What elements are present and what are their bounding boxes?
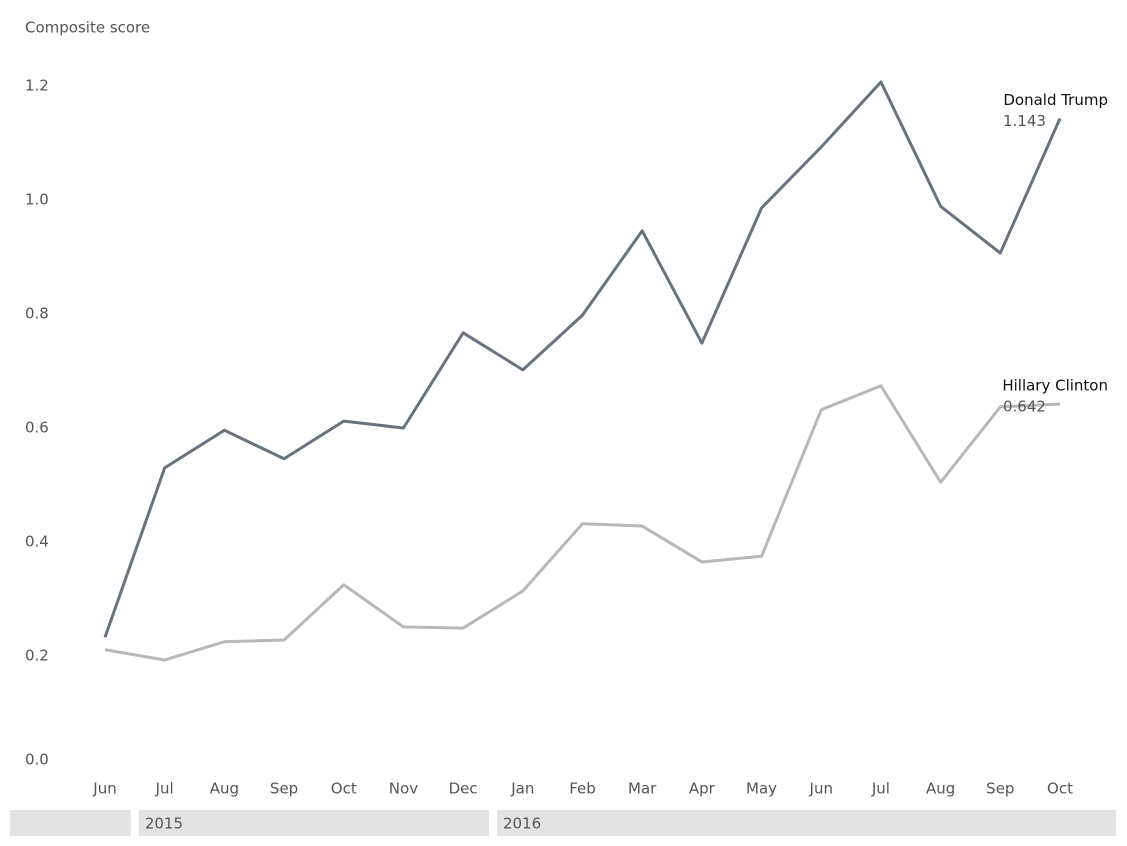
x-tick-label: Nov <box>389 780 418 798</box>
x-tick-label: Sep <box>986 780 1014 798</box>
x-tick-label: Oct <box>1047 780 1073 798</box>
end-value-label: 1.143 <box>1003 112 1046 130</box>
x-tick-label: Feb <box>569 780 596 798</box>
y-tick-label: 0.4 <box>25 533 49 551</box>
year-band <box>496 810 1116 836</box>
series-name: Hillary Clinton <box>1002 377 1108 395</box>
series-line <box>103 80 1062 638</box>
y-axis-title: Composite score <box>25 19 150 37</box>
x-tick-label: Mar <box>628 780 657 798</box>
y-tick-label: 0.6 <box>25 419 49 437</box>
x-tick-label: Jun <box>92 780 116 798</box>
x-tick-label: Jun <box>809 780 833 798</box>
y-tick-label: 1.0 <box>25 191 49 209</box>
y-tick-label: 0.8 <box>25 305 49 323</box>
year-label: 2015 <box>145 815 183 833</box>
x-tick-label: Dec <box>449 780 478 798</box>
x-tick-label: Apr <box>689 780 716 798</box>
y-tick-label: 0.2 <box>25 647 49 665</box>
x-tick-label: Jul <box>155 780 174 798</box>
x-tick-label: Jul <box>871 780 890 798</box>
x-tick-label: May <box>746 780 777 798</box>
x-tick-label: Oct <box>331 780 357 798</box>
x-tick-label: Aug <box>210 780 239 798</box>
x-tick-label: Aug <box>926 780 955 798</box>
series-name: Donald Trump <box>1003 91 1108 109</box>
year-band <box>10 810 131 836</box>
year-label: 2016 <box>503 815 541 833</box>
y-tick-label: 0.0 <box>25 751 49 769</box>
y-tick-label: 1.2 <box>25 77 49 95</box>
end-value-label: 0.642 <box>1003 398 1046 416</box>
x-tick-label: Jan <box>510 780 534 798</box>
x-tick-label: Sep <box>270 780 298 798</box>
series-line <box>104 384 1061 662</box>
year-band <box>138 810 489 836</box>
